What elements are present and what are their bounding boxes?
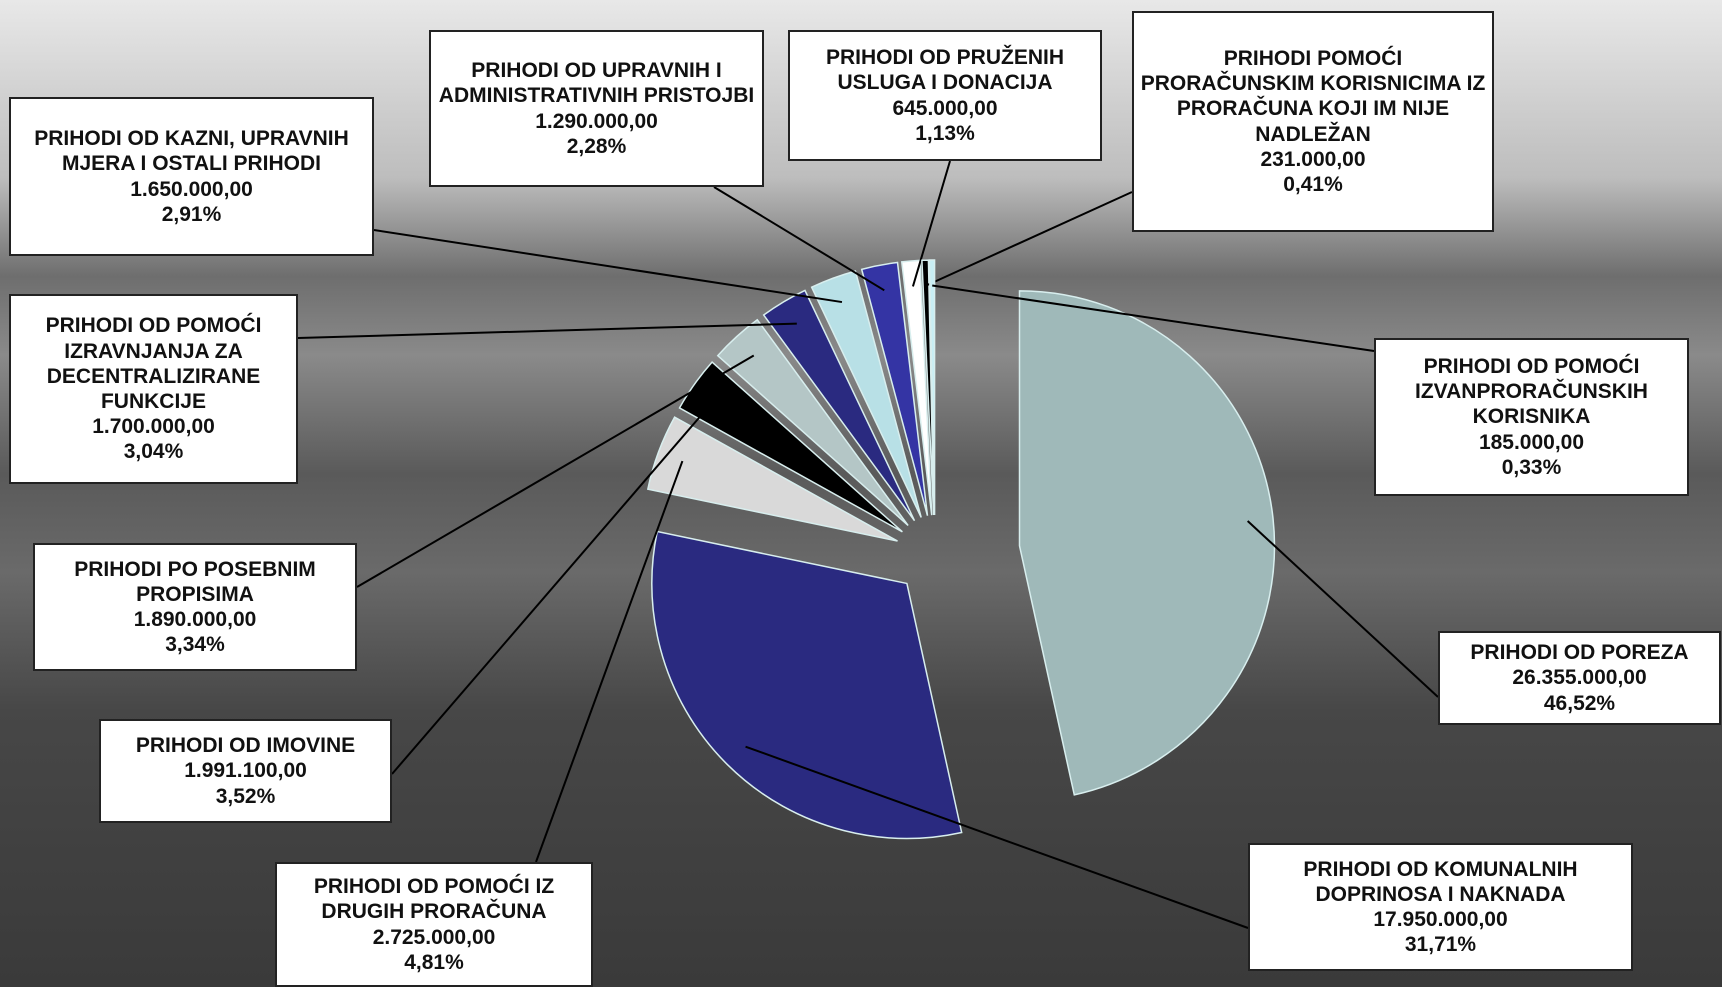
pie-slice (762, 289, 916, 522)
share-label: 2,28% (566, 134, 627, 158)
leader-line (911, 160, 951, 287)
value-label: 185.000,00 (1478, 430, 1585, 454)
leader-line (391, 398, 717, 775)
pie-slice (1018, 290, 1276, 796)
slice-label: PRIHODI OD POREZA 26.355.000,00 46,52% (1438, 631, 1721, 725)
value-label: 1.890.000,00 (133, 608, 257, 631)
slice-label: PRIHODI POMOĆI PRORAČUNSKIM KORISNICIMA … (1132, 11, 1494, 232)
pie-slice (860, 261, 929, 516)
value-label: 1.650.000,00 (130, 177, 253, 201)
share-label: 1,13% (915, 121, 975, 145)
slice-label: PRIHODI OD UPRAVNIH I ADMINISTRATIVNIH P… (429, 30, 764, 187)
leader-line (1246, 520, 1439, 698)
pie-slice (716, 318, 909, 526)
value-label: 17.950.000,00 (1373, 908, 1508, 931)
category-name: PRIHODI PO POSEBNIM PROPISIMA (74, 557, 316, 606)
leader-line (925, 191, 1133, 287)
value-label: 231.000,00 (1260, 147, 1366, 171)
slice-label: PRIHODI OD KAZNI, UPRAVNIH MJERA I OSTAL… (9, 97, 374, 256)
category-name: PRIHODI OD POMOĆI IZVANPRORAČUNSKIH KORI… (1415, 355, 1648, 429)
slice-label: PRIHODI OD PRUŽENIH USLUGA I DONACIJA 645… (788, 30, 1102, 161)
value-label: 1.991.100,00 (184, 759, 307, 783)
leader-line (713, 186, 885, 292)
value-label: 2.725.000,00 (372, 925, 496, 949)
slice-label: PRIHODI OD POMOĆI IZVANPRORAČUNSKIH KORI… (1374, 338, 1689, 496)
leader-line (932, 284, 1375, 352)
slice-label: PRIHODI OD POMOĆI IZ DRUGIH PRORAČUNA 2.7… (275, 862, 593, 987)
category-name: PRIHODI OD POMOĆI IZ DRUGIH PRORAČUNA (313, 875, 555, 924)
value-label: 26.355.000,00 (1512, 666, 1647, 690)
category-name: PRIHODI OD IMOVINE (135, 734, 356, 758)
category-name: PRIHODI POMOĆI PRORAČUNSKIM KORISNICIMA … (1140, 46, 1486, 146)
pie-slice (651, 530, 963, 840)
share-label: 0,33% (1501, 455, 1562, 479)
share-label: 3,04% (123, 440, 184, 464)
value-label: 645.000,00 (892, 96, 998, 120)
leader-line (535, 460, 684, 863)
share-label: 3,34% (165, 633, 225, 657)
share-label: 31,71% (1404, 933, 1477, 957)
category-name: PRIHODI OD PRUŽENIH USLUGA I DONACIJA (825, 46, 1064, 95)
pie-slice (678, 361, 903, 533)
value-label: 1.290.000,00 (535, 109, 658, 133)
share-label: 3,52% (215, 784, 276, 808)
pie-slice (810, 270, 922, 518)
share-label: 0,41% (1283, 172, 1343, 196)
pie-slice (646, 416, 898, 542)
category-name: PRIHODI OD POMOĆI IZRAVNJANJA ZA DECENTR… (45, 314, 262, 413)
leader-line (745, 745, 1249, 929)
leader-line (356, 354, 755, 588)
slice-label: PRIHODI OD IMOVINE 1.991.100,00 3,52% (99, 719, 392, 823)
share-label: 46,52% (1543, 691, 1616, 715)
leader-line (297, 322, 797, 339)
pie-slice (921, 259, 935, 516)
slice-label: PRIHODI OD KOMUNALNIH DOPRINOSA I NAKNAD… (1248, 843, 1633, 971)
value-label: 1.700.000,00 (92, 415, 215, 439)
share-label: 2,91% (161, 202, 222, 226)
category-name: PRIHODI OD KOMUNALNIH DOPRINOSA I NAKNAD… (1303, 857, 1578, 906)
share-label: 4,81% (404, 950, 464, 974)
leader-line (373, 229, 843, 304)
category-name: PRIHODI OD KAZNI, UPRAVNIH MJERA I OSTAL… (34, 127, 349, 176)
category-name: PRIHODI OD UPRAVNIH I ADMINISTRATIVNIH P… (438, 59, 755, 108)
slice-label: PRIHODI OD POMOĆI IZRAVNJANJA ZA DECENTR… (9, 294, 298, 484)
category-name: PRIHODI OD POREZA (1470, 641, 1689, 665)
pie-slice (928, 259, 936, 516)
slice-label: PRIHODI PO POSEBNIM PROPISIMA 1.890.000,0… (33, 543, 357, 671)
